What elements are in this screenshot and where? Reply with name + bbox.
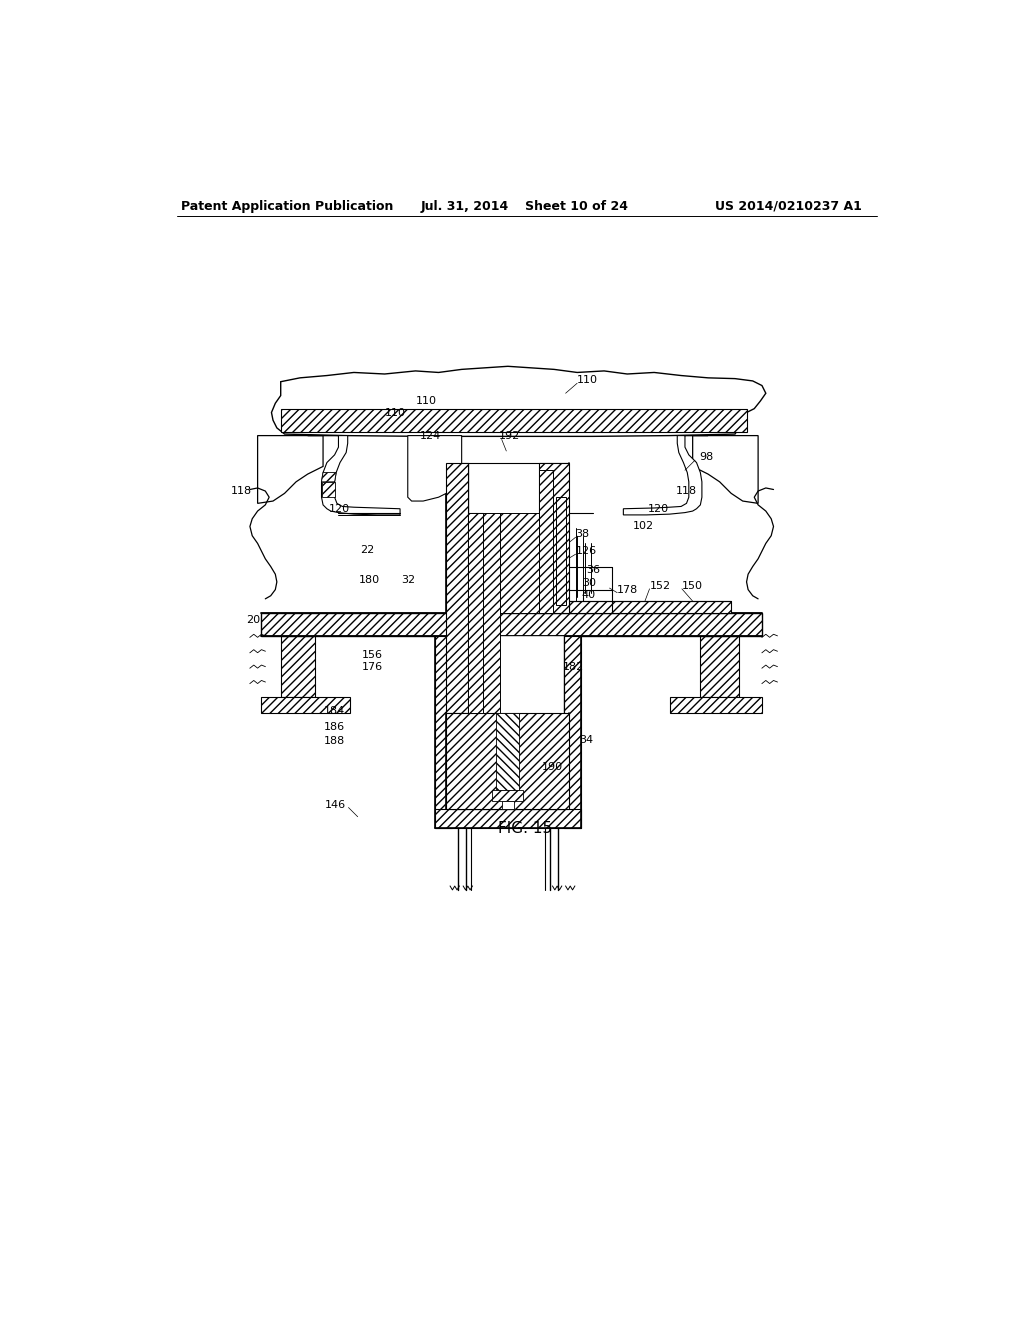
- Polygon shape: [564, 636, 581, 829]
- Polygon shape: [271, 367, 766, 437]
- Text: 152: 152: [649, 581, 671, 591]
- Text: 34: 34: [579, 735, 593, 744]
- Polygon shape: [692, 436, 758, 503]
- Polygon shape: [307, 436, 400, 515]
- Text: 190: 190: [542, 762, 563, 772]
- Text: 156: 156: [361, 649, 383, 660]
- Text: 118: 118: [676, 486, 697, 496]
- Polygon shape: [468, 512, 483, 713]
- Text: 36: 36: [587, 565, 600, 576]
- Polygon shape: [261, 612, 762, 636]
- Polygon shape: [435, 809, 581, 829]
- Text: 182: 182: [563, 661, 585, 672]
- Text: 176: 176: [361, 661, 383, 672]
- Text: 38: 38: [575, 529, 590, 539]
- Text: 102: 102: [633, 521, 653, 532]
- Text: 184: 184: [324, 706, 345, 717]
- Polygon shape: [624, 436, 708, 515]
- Text: FIG. 15: FIG. 15: [498, 821, 552, 836]
- Text: 30: 30: [582, 578, 596, 589]
- Polygon shape: [281, 409, 746, 432]
- Text: 40: 40: [582, 590, 596, 601]
- Text: 110: 110: [385, 408, 406, 417]
- Polygon shape: [322, 482, 335, 498]
- Text: 32: 32: [401, 576, 416, 585]
- Text: 188: 188: [324, 737, 345, 746]
- Polygon shape: [502, 801, 514, 809]
- Polygon shape: [493, 789, 523, 801]
- Text: 178: 178: [617, 585, 638, 594]
- Polygon shape: [435, 636, 452, 829]
- Text: 22: 22: [359, 545, 374, 554]
- Polygon shape: [468, 512, 500, 713]
- Polygon shape: [556, 498, 565, 605]
- Text: 110: 110: [416, 396, 436, 407]
- Polygon shape: [500, 512, 539, 612]
- Text: 180: 180: [359, 576, 380, 585]
- Polygon shape: [322, 473, 336, 482]
- Text: 110: 110: [578, 375, 598, 385]
- Polygon shape: [539, 462, 569, 612]
- Text: US 2014/0210237 A1: US 2014/0210237 A1: [715, 199, 862, 213]
- Polygon shape: [539, 470, 553, 612]
- Text: 126: 126: [575, 546, 597, 556]
- Polygon shape: [569, 601, 731, 612]
- Polygon shape: [670, 697, 762, 713]
- Text: 120: 120: [648, 504, 669, 513]
- Text: 120: 120: [330, 504, 350, 513]
- Text: 192: 192: [499, 430, 520, 441]
- Text: 118: 118: [231, 486, 252, 496]
- Polygon shape: [497, 713, 519, 789]
- Polygon shape: [281, 636, 315, 697]
- Text: Jul. 31, 2014  Sheet 10 of 24: Jul. 31, 2014 Sheet 10 of 24: [421, 199, 629, 213]
- Text: Patent Application Publication: Patent Application Publication: [180, 199, 393, 213]
- Polygon shape: [261, 697, 350, 713]
- Polygon shape: [446, 713, 569, 809]
- Polygon shape: [452, 636, 564, 809]
- Text: 186: 186: [324, 722, 345, 731]
- Polygon shape: [258, 436, 323, 503]
- Text: 98: 98: [698, 453, 713, 462]
- Polygon shape: [446, 462, 468, 713]
- Polygon shape: [408, 436, 462, 502]
- Text: 124: 124: [420, 430, 441, 441]
- Text: 20: 20: [246, 615, 260, 626]
- Text: 146: 146: [325, 800, 346, 810]
- Text: 150: 150: [682, 581, 702, 591]
- Polygon shape: [700, 636, 739, 697]
